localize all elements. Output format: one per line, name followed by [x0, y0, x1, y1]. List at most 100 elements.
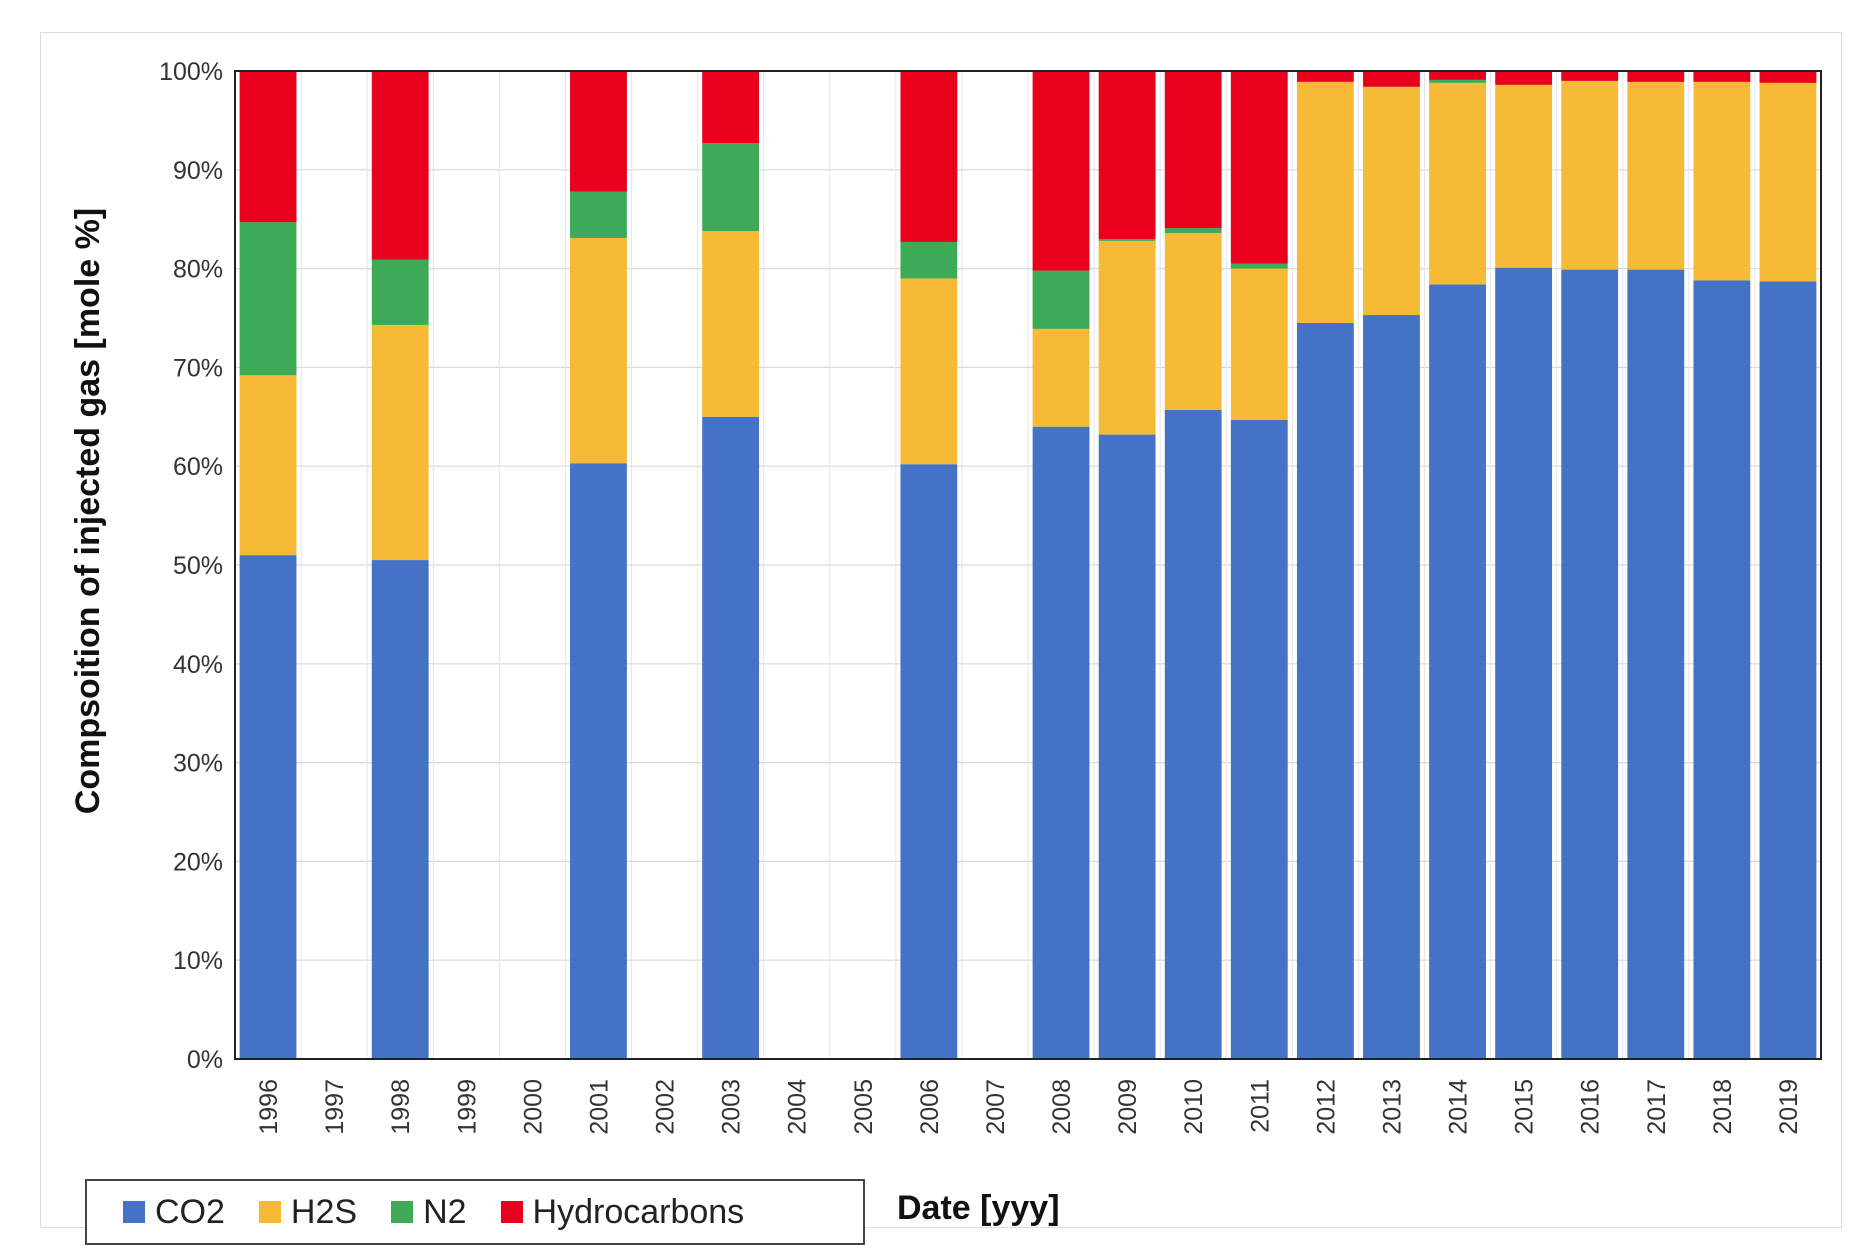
bar-segment-n2-2001: [570, 191, 627, 238]
bar-segment-n2-2008: [1032, 270, 1090, 329]
legend-item-h2s: H2S: [258, 1192, 358, 1232]
x-axis-label: Date [yyy]: [897, 1189, 1060, 1227]
bar-segment-hydrocarbons-2006: [900, 71, 958, 242]
bar-segment-h2s-2015: [1495, 84, 1553, 268]
x-tick-label: 2017: [1643, 1079, 1671, 1135]
bar-segment-h2s-2001: [570, 237, 627, 464]
legend-swatch: [258, 1201, 281, 1223]
x-tick-label: 2013: [1378, 1079, 1406, 1135]
legend: CO2 H2S N2 Hydrocarbons: [85, 1179, 865, 1245]
legend-item-hydrocarbons: Hydrocarbons: [500, 1192, 745, 1232]
bar-segment-co2-1996: [239, 555, 297, 1059]
bar-segment-hydrocarbons-2009: [1098, 71, 1156, 239]
bar-segment-h2s-1996: [239, 375, 297, 556]
x-tick-label: 2011: [1246, 1079, 1274, 1133]
y-tick-label: 30%: [173, 750, 223, 778]
x-tick-label: 2014: [1445, 1079, 1473, 1135]
bar-segment-hydrocarbons-2008: [1032, 71, 1090, 271]
bar-segment-hydrocarbons-2013: [1363, 71, 1420, 87]
bar-segment-h2s-2003: [702, 231, 760, 417]
bar-segment-n2-2011: [1230, 263, 1288, 269]
bar-segment-hydrocarbons-2018: [1693, 71, 1751, 82]
bar-segment-co2-2013: [1363, 315, 1420, 1059]
bar-segment-hydrocarbons-2003: [702, 71, 760, 144]
bar-segment-co2-2014: [1429, 284, 1486, 1059]
legend-item-co2: CO2: [123, 1193, 225, 1232]
x-tick-label: 1996: [255, 1079, 283, 1135]
x-tick-label: 2010: [1180, 1079, 1208, 1135]
legend-label: Hydrocarbons: [532, 1192, 745, 1231]
x-tick-label: 2007: [982, 1079, 1010, 1135]
bar-segment-co2-2016: [1561, 269, 1619, 1059]
x-tick-label: 2004: [784, 1079, 812, 1135]
x-tick-label: 2000: [519, 1079, 547, 1135]
bar-segment-hydrocarbons-2019: [1759, 71, 1817, 83]
bar-segment-h2s-2013: [1363, 86, 1420, 316]
legend-swatch: [391, 1201, 414, 1223]
bar-segment-h2s-2012: [1296, 81, 1354, 323]
bar-segment-n2-2014: [1429, 79, 1486, 83]
legend-label: N2: [423, 1192, 467, 1231]
legend-item-n2: N2: [391, 1192, 467, 1232]
bar-segment-h2s-2009: [1098, 240, 1156, 435]
x-tick-label: 2012: [1312, 1079, 1340, 1135]
bar-segment-hydrocarbons-2016: [1561, 71, 1619, 81]
bar-segment-hydrocarbons-2012: [1296, 71, 1354, 82]
bar-segment-n2-2010: [1164, 228, 1222, 234]
bar-segment-co2-2001: [570, 463, 627, 1060]
y-tick-labels: 0% 10% 20% 30% 40% 50% 60% 70% 80% 90% 100%: [159, 58, 223, 1074]
x-tick-label: 2016: [1577, 1079, 1605, 1135]
bar-segment-hydrocarbons-1998: [371, 71, 429, 260]
bar-segment-n2-2003: [702, 143, 760, 232]
bar-segment-co2-2011: [1230, 419, 1288, 1059]
bar-segment-co2-2008: [1032, 426, 1090, 1059]
y-tick-label: 0%: [187, 1046, 223, 1074]
y-axis-label: Compsoition of injected gas [mole %]: [69, 208, 107, 814]
bar-segment-h2s-2006: [900, 278, 958, 465]
bar-segment-h2s-2018: [1693, 81, 1751, 281]
bar-segment-h2s-1998: [371, 324, 429, 561]
x-tick-label: 1997: [321, 1079, 349, 1135]
bar-segment-co2-2019: [1759, 281, 1817, 1060]
x-tick-label: 2015: [1511, 1079, 1539, 1135]
bar-segment-h2s-2014: [1429, 82, 1486, 285]
y-tick-label: 50%: [173, 552, 223, 580]
bar-segment-h2s-2008: [1032, 328, 1090, 427]
x-tick-label: 2001: [585, 1079, 613, 1135]
y-tick-label: 70%: [173, 354, 223, 382]
bar-segment-h2s-2019: [1759, 82, 1817, 282]
bar-segment-co2-2017: [1627, 269, 1685, 1059]
bar-segment-hydrocarbons-2010: [1164, 71, 1222, 229]
bar-segment-co2-2010: [1164, 409, 1222, 1059]
bar-segment-co2-2018: [1693, 280, 1751, 1059]
bar-segment-hydrocarbons-2001: [570, 71, 627, 192]
legend-label: H2S: [290, 1192, 358, 1231]
axes: [234, 70, 1822, 1060]
legend-swatch: [500, 1201, 523, 1223]
legend-swatch: [123, 1201, 145, 1223]
x-tick-label: 2019: [1775, 1079, 1803, 1135]
y-tick-label: 100%: [159, 58, 223, 86]
x-tick-label: 2006: [916, 1079, 944, 1135]
bar-segment-co2-2003: [702, 416, 760, 1059]
plot-border: [234, 70, 1822, 1060]
legend-label: CO2: [155, 1192, 225, 1231]
bar-segment-hydrocarbons-2014: [1429, 71, 1486, 80]
y-tick-label: 20%: [173, 848, 223, 876]
x-tick-label: 1999: [453, 1079, 481, 1135]
x-tick-label: 1998: [387, 1079, 415, 1135]
y-tick-label: 80%: [173, 256, 223, 284]
bar-segment-co2-2012: [1296, 322, 1354, 1059]
bar-segment-co2-2015: [1495, 267, 1553, 1059]
chart-frame: 0% 10% 20% 30% 40% 50% 60% 70% 80% 90% 100% 1996 19…: [40, 32, 1842, 1245]
bar-segment-h2s-2011: [1230, 268, 1288, 420]
bar-segment-hydrocarbons-2011: [1230, 71, 1288, 264]
x-tick-label: 2009: [1114, 1079, 1142, 1135]
x-tick-label: 2002: [652, 1079, 680, 1135]
bar-segment-n2-2006: [900, 241, 958, 279]
y-tick-label: 10%: [173, 947, 223, 975]
bars: [239, 71, 1817, 1060]
bar-segment-co2-1998: [371, 560, 429, 1059]
bar-segment-n2-1998: [371, 259, 429, 325]
bar-segment-hydrocarbons-1996: [239, 71, 297, 223]
